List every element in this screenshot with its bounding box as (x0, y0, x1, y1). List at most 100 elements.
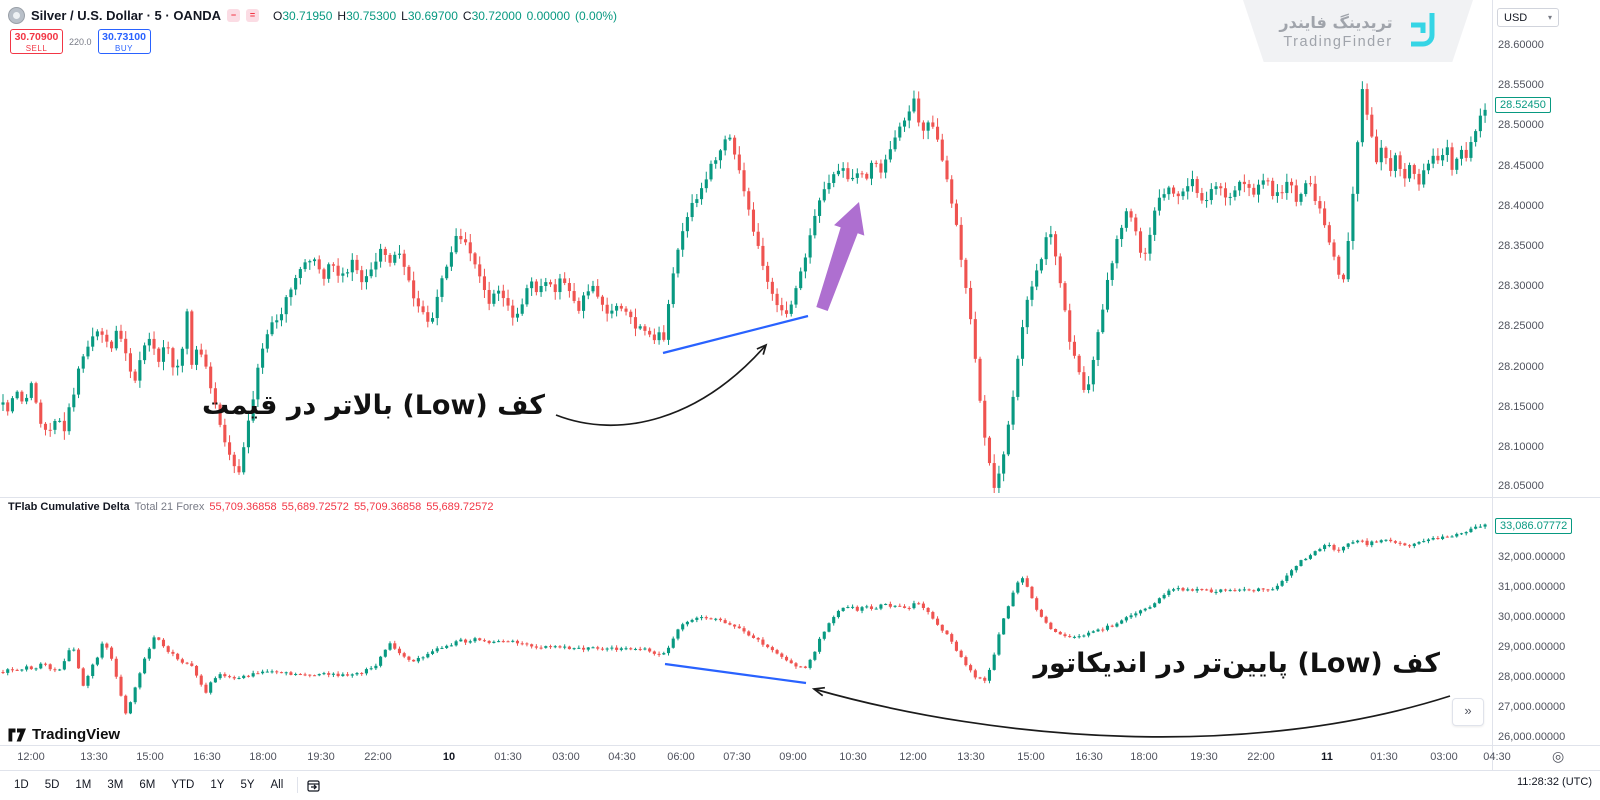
range-buttons: 1D 5D 1M 3M 6M YTD 1Y 5Y All (6, 779, 291, 791)
range-button-all[interactable]: All (270, 779, 284, 791)
price-scale-border (1492, 0, 1493, 770)
higher-low-trendline-price[interactable] (662, 314, 809, 355)
price-axis-label: 28.60000 (1498, 39, 1544, 51)
price-axis-label: 31,000.00000 (1498, 581, 1566, 593)
time-axis-label: 03:00 (1430, 751, 1458, 763)
price-axis-label: 28.35000 (1498, 240, 1544, 252)
ohlc-part: H30.75300 (337, 8, 397, 23)
time-axis-top-border (0, 745, 1600, 746)
symbol-legend: Silver / U.S. Dollar · 5 · OANDA − = O30… (8, 7, 617, 24)
time-axis-label: 18:00 (249, 751, 277, 763)
price-axis-label: 28.55000 (1498, 79, 1544, 91)
tradingview-logo[interactable]: TradingView (8, 726, 120, 743)
indicator-values: 55,709.36858 55,689.72572 55,709.36858 55,6… (209, 501, 498, 513)
utc-clock[interactable]: 11:28:32 (UTC) (1517, 776, 1592, 788)
buy-price: 30.73100 (102, 31, 146, 43)
panel-separator[interactable] (0, 497, 1600, 498)
chevron-down-icon: ▾ (1547, 13, 1552, 22)
sell-button[interactable]: 30.70900 SELL (10, 29, 63, 54)
indicator-value: 55,689.72572 (426, 501, 494, 513)
time-axis-label: 09:00 (779, 751, 807, 763)
price-axis-label: 27,000.00000 (1498, 701, 1566, 713)
scroll-to-realtime-icon[interactable]: ◎ (1552, 748, 1565, 764)
time-axis-label: 03:00 (552, 751, 580, 763)
time-axis-label: 04:30 (608, 751, 636, 763)
annotation-label[interactable]: کف (Low) بالاتر در قیمت (202, 390, 545, 421)
annotation-label[interactable]: کف (Low) پایین‌تر در اندیکاتور (1033, 648, 1441, 679)
price-axis-label: 28.15000 (1498, 401, 1544, 413)
curved-arrow[interactable] (555, 344, 767, 427)
toolbar-top-border (0, 770, 1600, 771)
price-axis-label: 28.50000 (1498, 119, 1544, 131)
price-axis-label: 28.30000 (1498, 280, 1544, 292)
time-axis-label: 11 (1321, 751, 1333, 763)
ohlc-part: 0.00000 (526, 8, 571, 23)
time-axis-label: 19:30 (1190, 751, 1218, 763)
price-axis-label: 32,000.00000 (1498, 551, 1566, 563)
ohlc-part: C30.72000 (462, 8, 522, 23)
bullish-arrow-drawing[interactable] (816, 202, 865, 311)
tradingview-logo-icon (8, 728, 26, 741)
symbol-title[interactable]: Silver / U.S. Dollar · 5 · OANDA (31, 8, 221, 23)
range-button-1m[interactable]: 1M (75, 779, 92, 791)
ohlc-part: (0.00%) (575, 8, 618, 23)
curved-arrow-head (756, 343, 768, 355)
tradingfinder-logo-icon (1410, 13, 1435, 47)
sell-price: 30.70900 (14, 31, 59, 43)
price-axis-label: 26,000.00000 (1498, 731, 1566, 743)
time-axis-label: 16:30 (193, 751, 221, 763)
time-axis-label: 22:00 (364, 751, 392, 763)
curved-arrow[interactable] (813, 688, 1451, 738)
legend-alert-icon[interactable]: − (227, 9, 240, 22)
range-button-ytd[interactable]: YTD (171, 779, 195, 791)
price-axis-label: 28.45000 (1498, 160, 1544, 172)
indicator-legend[interactable]: TFlab Cumulative Delta Total 21 Forex 55… (8, 501, 499, 513)
range-button-5d[interactable]: 5D (44, 779, 60, 791)
time-axis-label: 13:30 (80, 751, 108, 763)
collapse-panel-button[interactable]: » (1452, 698, 1484, 726)
price-axis-label: 28.10000 (1498, 441, 1544, 453)
order-panel: 30.70900 SELL 220.0 30.73100 BUY (10, 29, 151, 54)
time-axis-label: 22:00 (1247, 751, 1275, 763)
price-candles (1, 81, 1487, 493)
range-button-5y[interactable]: 5Y (240, 779, 255, 791)
price-axis-label: 30,000.00000 (1498, 611, 1566, 623)
buy-button[interactable]: 30.73100 BUY (97, 29, 151, 54)
go-to-date-button[interactable] (306, 778, 321, 793)
time-axis-label: 15:00 (136, 751, 164, 763)
time-axis-label: 19:30 (307, 751, 335, 763)
bottom-toolbar: 1D 5D 1M 3M 6M YTD 1Y 5Y All (0, 771, 1600, 799)
price-axis-label: 29,000.00000 (1498, 641, 1566, 653)
indicator-candles (1, 523, 1487, 715)
tradingfinder-watermark: تریدینگ فایندر TradingFinder (1243, 0, 1473, 62)
toolbar-divider (297, 777, 299, 793)
ohlc-part: O30.71950 (273, 8, 333, 23)
time-axis-label: 01:30 (494, 751, 522, 763)
currency-selector[interactable]: USD ▾ (1497, 8, 1559, 27)
time-axis-label: 13:30 (957, 751, 985, 763)
time-axis-label: 10 (442, 751, 456, 763)
spread-value: 220.0 (69, 36, 92, 47)
indicator-params: Total 21 Forex (134, 501, 205, 513)
range-button-6m[interactable]: 6M (139, 779, 156, 791)
time-axis-label: 16:30 (1075, 751, 1103, 763)
indicator-name: TFlab Cumulative Delta (8, 501, 130, 513)
buy-label: BUY (115, 44, 133, 53)
symbol-icon (8, 7, 25, 24)
indicator-value: 55,709.36858 (353, 501, 422, 513)
indicator-value: 55,689.72572 (281, 501, 349, 513)
time-axis-label: 15:00 (1017, 751, 1045, 763)
range-button-1d[interactable]: 1D (14, 779, 29, 791)
lower-low-trendline-indicator[interactable] (664, 662, 807, 685)
range-button-3m[interactable]: 3M (107, 779, 124, 791)
price-axis-label: 28.05000 (1498, 480, 1544, 492)
time-axis-label: 12:00 (899, 751, 927, 763)
range-button-1y[interactable]: 1Y (210, 779, 225, 791)
currency-value: USD (1504, 11, 1528, 24)
legend-flag-icon[interactable]: = (246, 9, 259, 22)
price-axis-label: 28.20000 (1498, 361, 1544, 373)
time-axis-label: 10:30 (839, 751, 867, 763)
ohlc-part: L30.69700 (401, 8, 458, 23)
